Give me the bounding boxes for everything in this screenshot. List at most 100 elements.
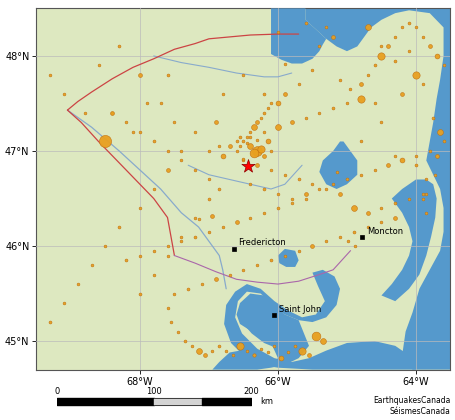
Point	[323, 186, 330, 192]
Point	[240, 266, 247, 273]
Point	[264, 349, 271, 356]
Point	[247, 214, 254, 221]
Point	[274, 124, 282, 131]
Point	[95, 62, 102, 69]
Point	[412, 24, 420, 31]
Point	[233, 138, 240, 145]
Point	[364, 224, 371, 231]
Point	[419, 34, 426, 40]
Point	[177, 238, 185, 244]
Point	[378, 119, 385, 126]
Point	[136, 129, 144, 135]
Point	[268, 167, 275, 173]
Point	[329, 105, 337, 112]
Point	[288, 195, 295, 202]
Point	[240, 157, 247, 164]
Point	[222, 347, 230, 354]
Point	[136, 252, 144, 259]
Point	[177, 147, 185, 154]
Point	[264, 138, 271, 145]
Point	[136, 205, 144, 211]
Point	[378, 43, 385, 50]
Point	[281, 60, 288, 67]
Point	[384, 43, 392, 50]
Point	[309, 181, 316, 188]
Point	[316, 186, 323, 192]
Point	[192, 129, 199, 135]
Point	[74, 281, 81, 287]
Point	[243, 140, 251, 147]
Point	[378, 219, 385, 226]
Point	[305, 352, 313, 359]
Point	[423, 176, 430, 183]
Point	[302, 195, 309, 202]
Text: 200: 200	[243, 387, 259, 396]
Point	[109, 110, 116, 116]
Polygon shape	[306, 8, 450, 370]
Point	[61, 91, 68, 97]
Point	[329, 34, 337, 40]
Point	[253, 119, 261, 126]
Point	[164, 71, 171, 78]
Point	[423, 190, 430, 197]
Point	[433, 52, 440, 59]
Point	[405, 19, 413, 26]
Point	[212, 119, 219, 126]
Point	[240, 138, 247, 145]
Point	[192, 214, 199, 221]
Point	[260, 91, 268, 97]
Point	[333, 168, 340, 175]
Point	[357, 95, 364, 102]
Point	[226, 143, 233, 150]
Point	[323, 24, 330, 31]
Point	[219, 224, 226, 231]
Point	[61, 300, 68, 307]
Point	[392, 57, 399, 64]
Point	[116, 224, 123, 231]
Point	[371, 62, 378, 69]
Point	[216, 342, 223, 349]
Point	[281, 252, 288, 259]
Point	[129, 129, 136, 135]
Point	[164, 243, 171, 249]
Point	[412, 152, 420, 159]
Point	[440, 138, 447, 145]
Point	[298, 347, 306, 354]
Point	[316, 43, 323, 50]
Point	[150, 247, 157, 254]
Point	[236, 134, 243, 140]
Point	[426, 43, 434, 50]
Point	[260, 110, 268, 116]
Point	[371, 100, 378, 107]
Point	[405, 195, 413, 202]
Point	[209, 212, 216, 219]
Point	[205, 195, 212, 202]
Point	[164, 252, 171, 259]
Point	[295, 176, 302, 183]
Point	[309, 243, 316, 249]
Text: Fredericton: Fredericton	[238, 239, 286, 247]
Point	[247, 143, 254, 150]
Point	[357, 171, 364, 178]
Point	[257, 146, 264, 152]
Point	[177, 233, 185, 240]
Point	[295, 247, 302, 254]
Point	[268, 147, 275, 154]
Text: Moncton: Moncton	[367, 226, 403, 236]
Point	[177, 157, 185, 164]
Point	[81, 110, 88, 116]
Point	[260, 186, 268, 192]
Point	[350, 205, 358, 211]
Point	[399, 157, 406, 164]
Point	[399, 91, 406, 97]
Point	[405, 48, 413, 55]
Point	[412, 71, 420, 78]
Point	[164, 147, 171, 154]
Text: km: km	[261, 397, 273, 406]
Point	[253, 147, 261, 154]
Point	[347, 86, 354, 92]
Point	[257, 114, 264, 121]
Point	[336, 190, 344, 197]
Point	[164, 167, 171, 173]
Point	[343, 176, 350, 183]
